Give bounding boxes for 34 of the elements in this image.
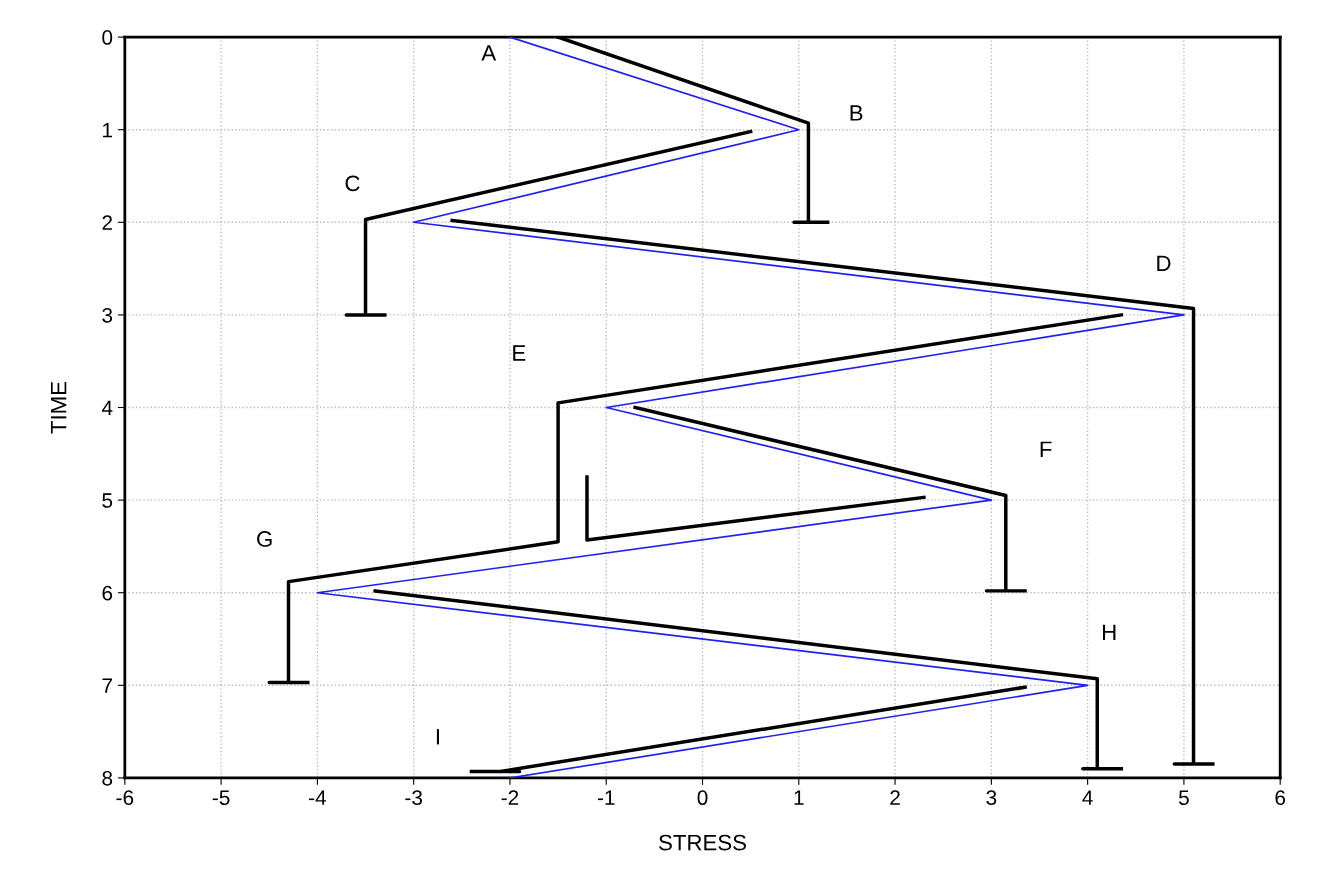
y-tick-label: 5 (102, 493, 113, 508)
x-tick-label: -1 (597, 790, 615, 805)
x-tick-label: -3 (405, 790, 423, 806)
annotation: H (1103, 624, 1116, 640)
annotation: F (1040, 441, 1052, 457)
annotation: A (481, 45, 497, 61)
annotation: G (257, 531, 272, 547)
y-tick-label: 6 (102, 585, 113, 601)
y-tick-label: 7 (102, 678, 112, 693)
x-tick-label: 6 (1275, 790, 1286, 806)
annotation: D (1157, 255, 1171, 272)
y-tick-label: 3 (102, 307, 113, 323)
x-tick-label: 1 (794, 790, 804, 805)
y-tick-label: 0 (102, 30, 113, 45)
x-tick-label: 5 (1178, 790, 1189, 806)
y-tick-label: 4 (101, 400, 113, 416)
x-tick-label: 3 (986, 790, 997, 806)
x-tick-label: -2 (501, 790, 519, 805)
x-tick-label: -6 (116, 790, 134, 806)
annotation: C (345, 175, 360, 192)
line-series (316, 37, 1185, 778)
y-tick-label: 1 (103, 122, 113, 138)
y-axis-title: TIME (50, 381, 67, 434)
x-tick-label: 0 (697, 790, 708, 806)
x-tick-label: -5 (212, 790, 230, 806)
x-tick-label: 4 (1082, 790, 1093, 805)
annotation: E (513, 345, 526, 361)
y-tick-label: 2 (102, 215, 112, 230)
annotation: B (850, 105, 863, 121)
x-axis-title: STRESS (659, 834, 746, 851)
x-tick-label: -4 (309, 790, 327, 805)
annotation: I (436, 729, 439, 745)
y-tick-label: 8 (102, 770, 113, 786)
x-tick-label: 2 (890, 790, 900, 805)
